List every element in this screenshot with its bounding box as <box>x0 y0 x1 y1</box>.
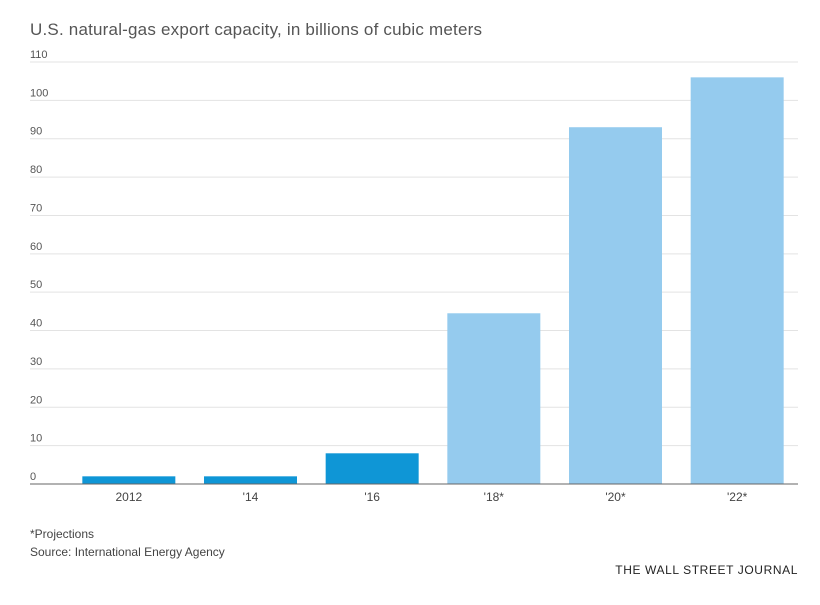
y-tick-label: 100 <box>30 87 48 99</box>
chart-title: U.S. natural-gas export capacity, in bil… <box>30 20 483 39</box>
bar <box>569 127 662 484</box>
y-tick-label: 90 <box>30 126 42 138</box>
bar <box>690 77 784 484</box>
x-tick-label: '18* <box>484 490 505 504</box>
y-tick-label: 30 <box>30 356 42 368</box>
x-tick-label: 2012 <box>115 490 142 504</box>
y-tick-label: 20 <box>30 394 42 406</box>
y-tick-label: 80 <box>30 164 42 176</box>
y-tick-label: 40 <box>30 318 42 330</box>
y-tick-label: 50 <box>30 279 42 291</box>
projections-note: *Projections <box>30 527 95 541</box>
y-tick-label: 70 <box>30 202 42 214</box>
y-tick-label: 60 <box>30 241 42 253</box>
x-tick-label: '22* <box>727 490 748 504</box>
y-tick-label: 110 <box>30 49 48 61</box>
x-tick-label: '14 <box>243 490 259 504</box>
y-tick-label: 10 <box>30 433 42 445</box>
bar <box>325 453 419 484</box>
y-tick-label: 0 <box>30 471 36 483</box>
source-note: Source: International Energy Agency <box>30 545 225 559</box>
x-tick-label: '16 <box>364 490 380 504</box>
publisher-logo: THE WALL STREET JOURNAL <box>615 563 798 577</box>
bar <box>447 313 541 484</box>
bar <box>82 476 176 484</box>
x-tick-label: '20* <box>605 490 626 504</box>
bar <box>204 476 297 484</box>
